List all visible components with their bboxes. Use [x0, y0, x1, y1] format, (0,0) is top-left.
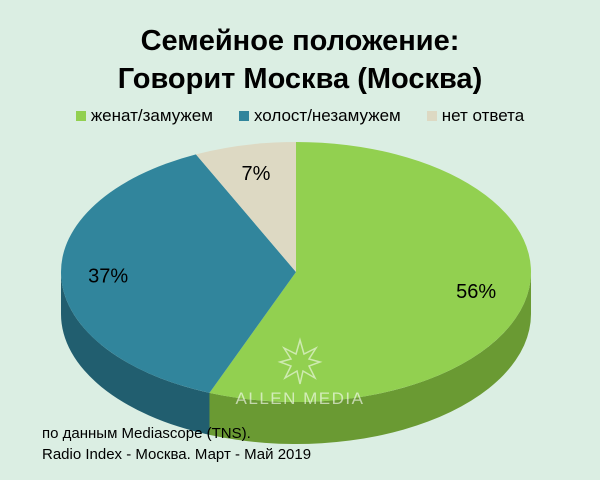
pie-label-no-answer: 7% — [242, 163, 271, 185]
source-line-1: по данным Mediascope (TNS). — [42, 425, 251, 442]
source-note: по данным Mediascope (TNS). Radio Index … — [42, 423, 311, 465]
legend-item-single: холост/незамужем — [238, 106, 401, 126]
legend-swatch-single — [238, 111, 249, 121]
pie-side-single — [61, 272, 210, 435]
allen-media-logo — [277, 337, 323, 385]
pie-side-married — [209, 272, 531, 444]
watermark: ALLEN MEDIA — [236, 389, 365, 408]
legend-swatch-married — [75, 111, 86, 121]
chart-title-line-2: Говорит Москва (Москва) — [117, 63, 483, 95]
chart-title-line-1: Семейное положение: — [140, 25, 460, 57]
source-line-2: Radio Index - Москва. Март - Май 2019 — [42, 446, 312, 463]
legend-label-married: женат/замужем — [90, 106, 213, 125]
pie-label-single: 37% — [88, 265, 128, 287]
chart-title: Семейное положение: Говорит Москва (Моск… — [0, 22, 600, 98]
legend-label-single: холост/незамужем — [253, 106, 401, 125]
legend-item-no-answer: нет ответа — [426, 106, 525, 126]
pie-slice-single — [60, 154, 296, 393]
legend-item-married: женат/замужем — [75, 106, 213, 126]
pie-sides — [61, 272, 531, 444]
legend-label-no-answer: нет ответа — [441, 106, 525, 125]
pie-labels: 56% 37% 7% — [88, 163, 496, 303]
legend-swatch-no-answer — [426, 111, 437, 121]
chart-legend: женат/замужем холост/незамужем нет ответ… — [0, 106, 600, 126]
pie-label-married: 56% — [456, 281, 496, 303]
pie-slices — [60, 142, 531, 402]
pie-slice-married — [209, 142, 531, 402]
pie-slice-no-answer — [195, 142, 296, 272]
